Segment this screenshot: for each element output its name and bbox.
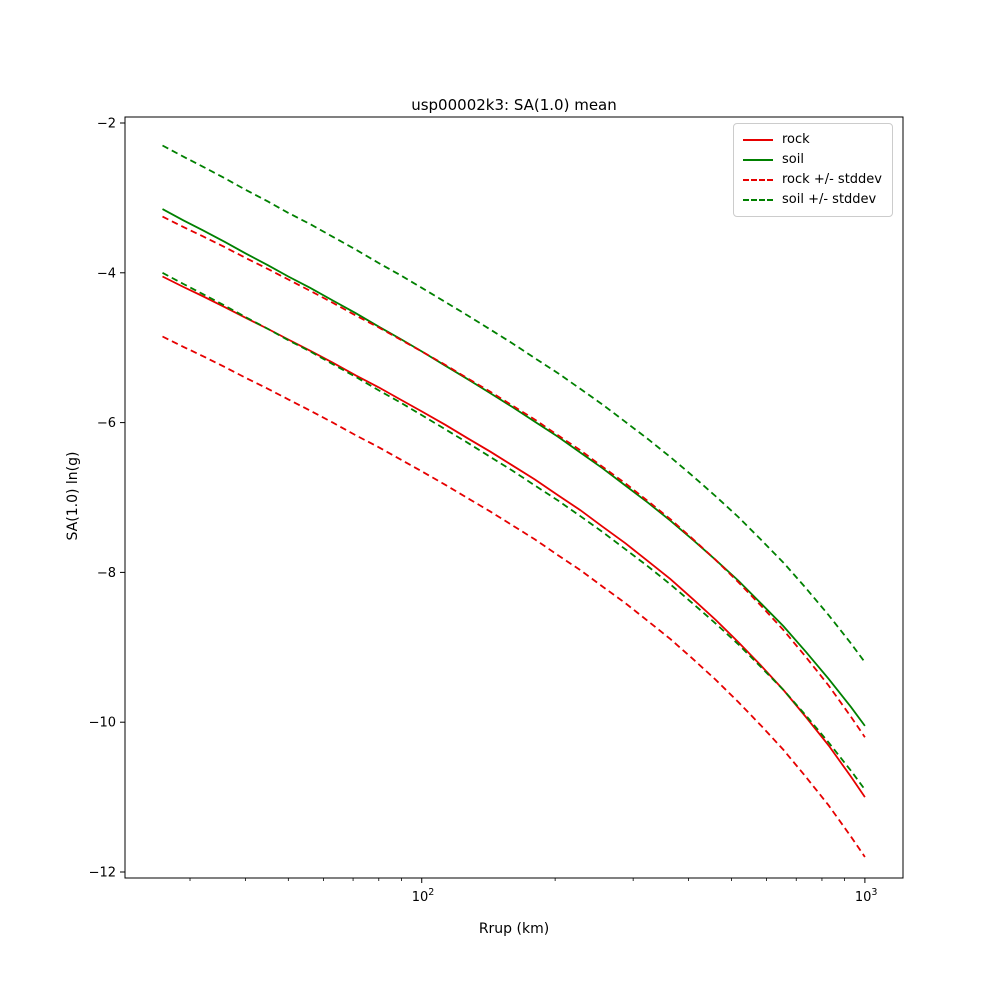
legend-label: rock <box>782 132 810 147</box>
legend-item-rock: rock <box>743 130 883 150</box>
y-tick-label: −4 <box>97 266 116 281</box>
chart-title: usp00002k3: SA(1.0) mean <box>411 96 617 114</box>
soil-mean-line <box>162 208 866 727</box>
y-tick-label: −10 <box>89 716 116 731</box>
legend: rock soil rock +/- stddev soil +/- stddev <box>733 123 893 217</box>
legend-item-soil-stddev: soil +/- stddev <box>743 190 883 210</box>
legend-item-soil: soil <box>743 150 883 170</box>
legend-label: rock +/- stddev <box>782 172 882 187</box>
rock-mean-line <box>162 275 866 798</box>
y-axis-label: SA(1.0) ln(g) <box>65 451 81 541</box>
x-tick-label: 103 <box>855 887 878 905</box>
y-tick-label: −8 <box>97 566 116 581</box>
legend-label: soil <box>782 152 804 167</box>
soil-minus-stddev-line <box>162 272 866 791</box>
y-tick-label: −2 <box>97 116 116 131</box>
y-tick-label: −12 <box>89 866 116 881</box>
soil-plus-stddev-line <box>162 144 866 663</box>
x-tick-label: 102 <box>412 887 435 905</box>
legend-line-sample <box>743 179 773 181</box>
rock-plus-stddev-line <box>162 215 866 738</box>
legend-item-rock-stddev: rock +/- stddev <box>743 170 883 190</box>
legend-label: soil +/- stddev <box>782 192 877 207</box>
plot-frame <box>124 116 904 879</box>
x-axis-label: Rrup (km) <box>478 921 550 937</box>
y-tick-label: −6 <box>97 416 116 431</box>
legend-line-sample <box>743 199 773 201</box>
legend-line-sample <box>743 159 773 161</box>
rock-minus-stddev-line <box>162 335 866 858</box>
legend-line-sample <box>743 139 773 141</box>
